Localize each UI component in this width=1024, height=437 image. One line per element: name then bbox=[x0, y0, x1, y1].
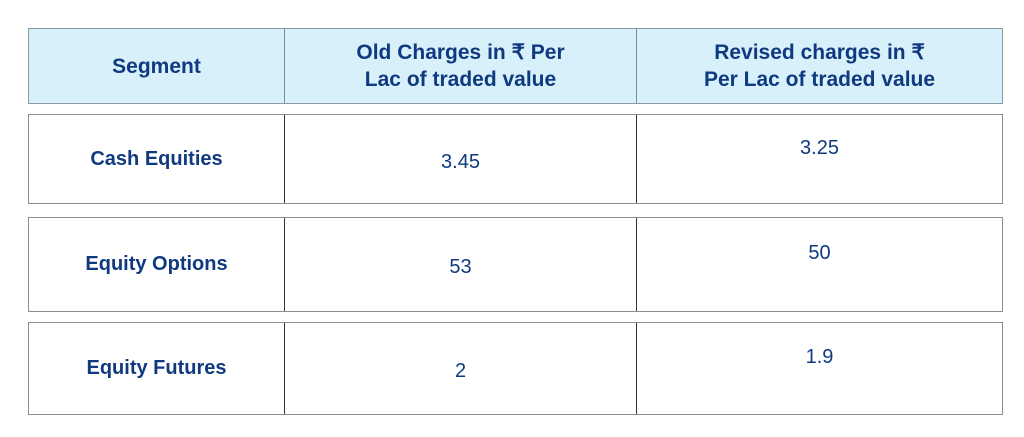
segment-label: Cash Equities bbox=[90, 147, 223, 170]
old-charge-value: 53 bbox=[449, 256, 472, 278]
revised-charge-value: 50 bbox=[808, 242, 831, 264]
revised-charge-value: 3.25 bbox=[800, 136, 839, 159]
old-charge-cell: 2 bbox=[284, 323, 636, 414]
header-old-charges-line1: Old Charges in ₹ Per bbox=[356, 41, 565, 64]
table-row-cash-equities: Cash Equities 3.45 3.25 bbox=[28, 114, 1003, 204]
old-charge-value: 2 bbox=[454, 360, 467, 382]
revised-charge-cell: 1.9 bbox=[636, 323, 1002, 414]
table-row-equity-futures: Equity Futures 2 1.9 bbox=[28, 322, 1003, 415]
revised-charge-cell: 3.25 bbox=[636, 115, 1002, 203]
revised-charge-cell: 50 bbox=[636, 218, 1002, 311]
table-header-row: Segment Old Charges in ₹ Per Lac of trad… bbox=[28, 28, 1003, 104]
segment-label: Equity Options bbox=[85, 253, 228, 275]
header-segment-label: Segment bbox=[112, 54, 201, 78]
header-revised-charges-line1: Revised charges in ₹ bbox=[714, 41, 925, 64]
old-charge-value: 3.45 bbox=[441, 150, 480, 173]
header-cell-revised-charges: Revised charges in ₹ Per Lac of traded v… bbox=[636, 29, 1002, 103]
header-cell-old-charges: Old Charges in ₹ Per Lac of traded value bbox=[284, 29, 636, 103]
old-charge-cell: 3.45 bbox=[284, 115, 636, 203]
old-charge-cell: 53 bbox=[284, 218, 636, 311]
segment-cell: Equity Futures bbox=[29, 323, 284, 414]
table-row-equity-options: Equity Options 53 50 bbox=[28, 217, 1003, 312]
segment-cell: Equity Options bbox=[29, 218, 284, 311]
header-cell-segment: Segment bbox=[29, 29, 284, 103]
header-revised-charges-line2: Per Lac of traded value bbox=[703, 68, 936, 91]
revised-charge-value: 1.9 bbox=[805, 346, 834, 368]
segment-label: Equity Futures bbox=[86, 357, 227, 379]
segment-cell: Cash Equities bbox=[29, 115, 284, 203]
header-old-charges-line2: Lac of traded value bbox=[364, 68, 557, 91]
